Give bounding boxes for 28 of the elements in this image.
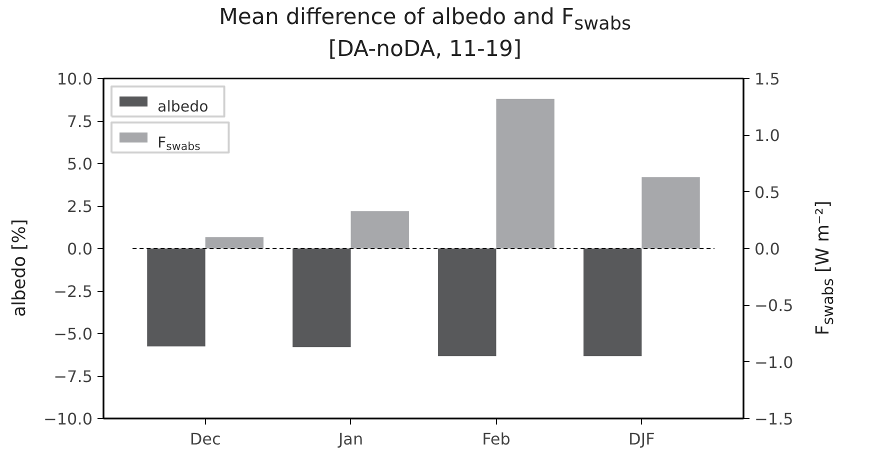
x-tick-label: Feb: [482, 430, 510, 448]
bar: [350, 211, 409, 248]
y-tick-label: 7.5: [67, 112, 93, 131]
y2-tick-label: 0.5: [754, 182, 780, 202]
y-tick-label: 10.0: [56, 70, 92, 88]
y-tick-label: −7.5: [54, 367, 93, 386]
legend-label: albedo: [158, 98, 208, 116]
y2-tick-label: −1.0: [754, 352, 794, 372]
x-tick-label: Dec: [190, 430, 221, 448]
y-tick-label: 0.0: [67, 240, 93, 258]
y-tick-label: 5.0: [67, 154, 93, 174]
y2-tick-label: 0.0: [754, 240, 780, 258]
y-tick-label: −5.0: [54, 324, 93, 344]
y2-tick-label: −1.5: [754, 410, 794, 428]
chart-subtitle: [DA-noDA, 11-19]: [328, 37, 522, 62]
y2-tick-label: 1.0: [754, 126, 780, 146]
chart-title: Mean difference of albedo and F$_{swabs}$: [218, 5, 632, 34]
bar: [205, 237, 264, 248]
x-tick-label: DJF: [628, 430, 655, 448]
x-tick-label: Jan: [337, 430, 364, 448]
y-axis-title: albedo [%]: [8, 219, 32, 317]
bar: [496, 98, 554, 248]
y2-tick-label: −0.5: [754, 296, 794, 316]
bar: [642, 177, 700, 248]
y-tick-label: −2.5: [54, 282, 93, 301]
y-tick-label: 2.5: [67, 197, 93, 216]
y2-tick-label: 1.5: [754, 70, 780, 88]
y-tick-label: −10.0: [43, 410, 92, 428]
